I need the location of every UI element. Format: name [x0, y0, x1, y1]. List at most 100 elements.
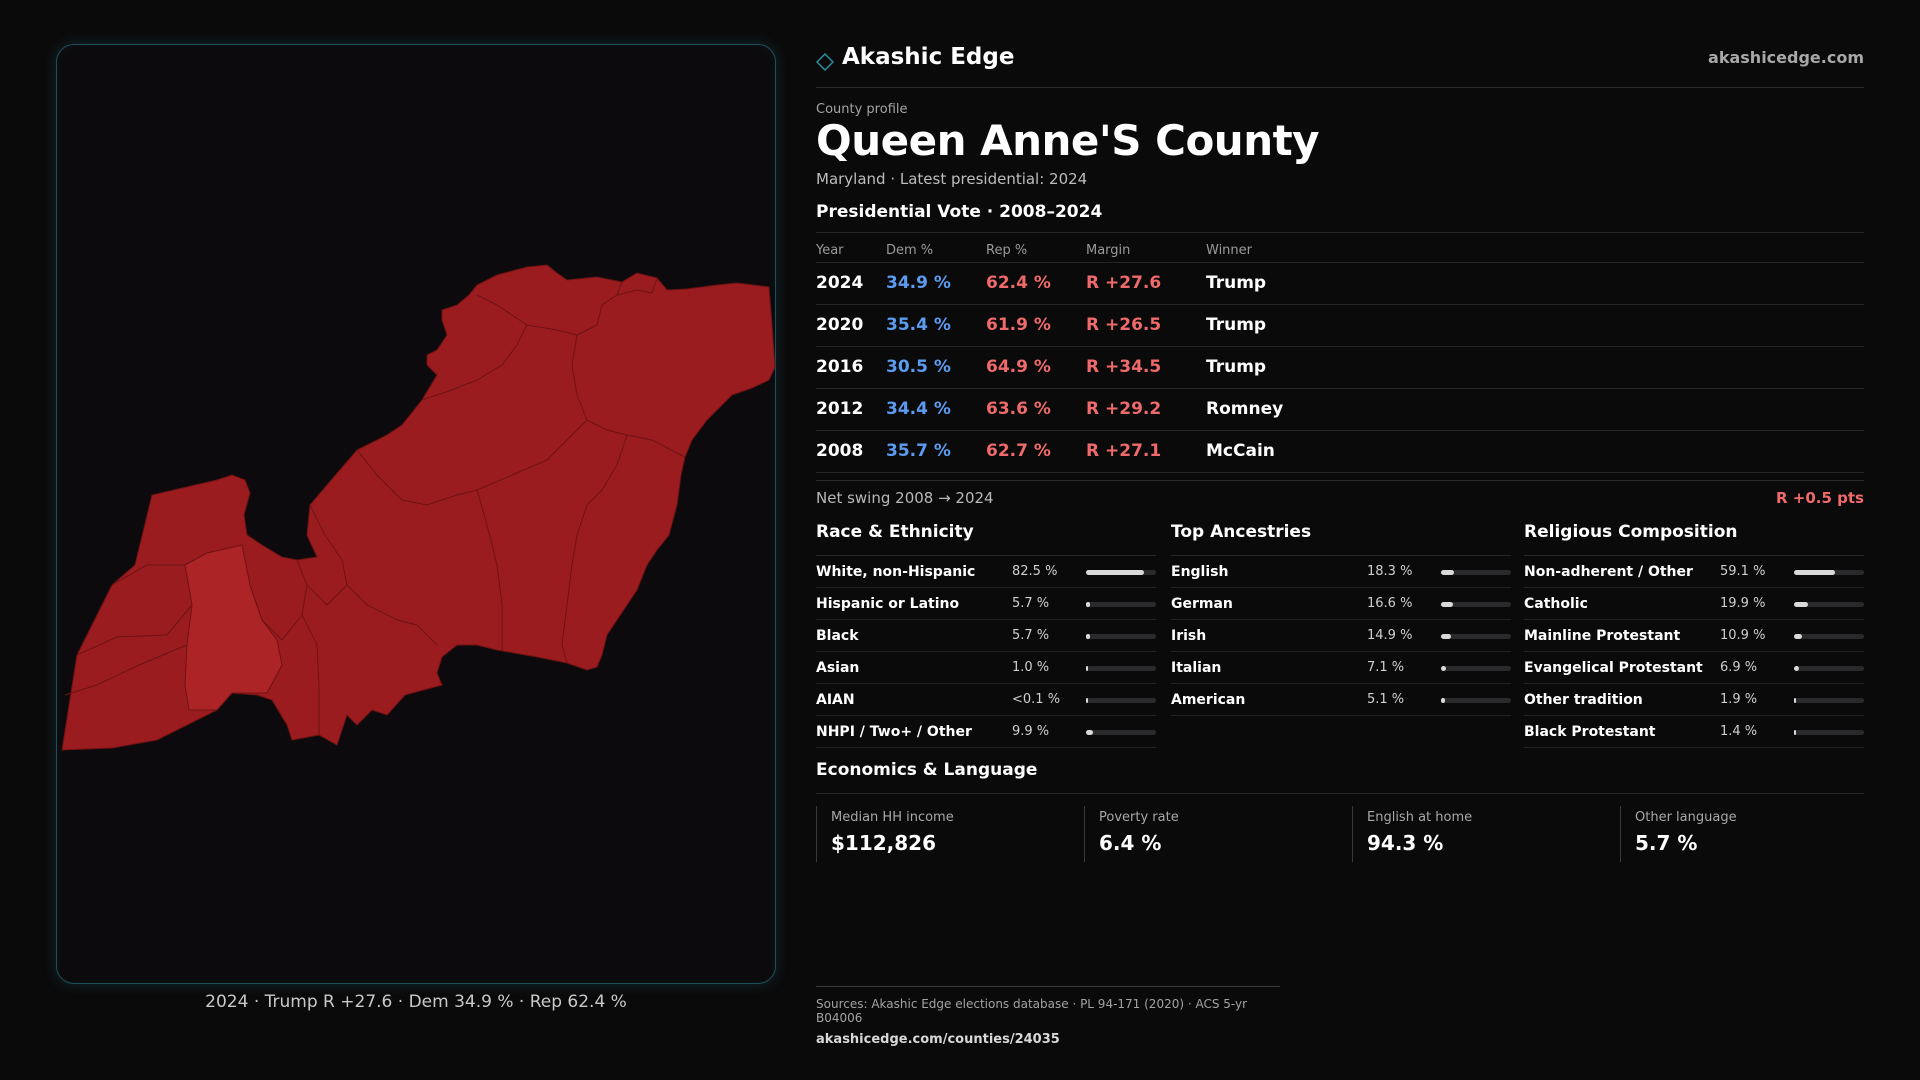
item-value: 10.9 % — [1720, 628, 1766, 643]
share-bar-fill — [1794, 666, 1799, 671]
share-bar-fill — [1086, 666, 1088, 671]
stat-label: Median HH income — [831, 810, 954, 825]
list-item: English 18.3 % — [1171, 556, 1511, 588]
margin: R +27.1 — [1086, 441, 1162, 461]
brand-name[interactable]: Akashic Edge — [842, 44, 1015, 70]
share-bar-fill — [1086, 698, 1088, 703]
item-label: Asian — [816, 660, 860, 676]
share-bar — [1441, 698, 1511, 703]
list-item: White, non-Hispanic 82.5 % — [816, 556, 1156, 588]
table-row: 2024 34.9 % 62.4 % R +27.6 Trump — [816, 262, 1864, 304]
share-bar — [1794, 698, 1864, 703]
item-label: Black Protestant — [1524, 724, 1656, 740]
sources: Sources: Akashic Edge elections database… — [816, 986, 1280, 1047]
share-bar — [1441, 570, 1511, 575]
source-link[interactable]: akashicedge.com/counties/24035 — [816, 1032, 1060, 1047]
list-item: Catholic 19.9 % — [1524, 588, 1864, 620]
item-value: <0.1 % — [1012, 692, 1061, 707]
net-swing: Net swing 2008 → 2024 R +0.5 pts — [816, 480, 1864, 510]
list-item: Hispanic or Latino 5.7 % — [816, 588, 1156, 620]
list-item: Other tradition 1.9 % — [1524, 684, 1864, 716]
kicker: County profile — [816, 102, 908, 117]
table-row: 2020 35.4 % 61.9 % R +26.5 Trump — [816, 304, 1864, 346]
item-label: Non-adherent / Other — [1524, 564, 1693, 580]
swing-value: R +0.5 pts — [1776, 489, 1864, 507]
county-map[interactable] — [57, 45, 777, 985]
list-item: Italian 7.1 % — [1171, 652, 1511, 684]
table-row: 2008 35.7 % 62.7 % R +27.1 McCain — [816, 430, 1864, 472]
item-value: 1.0 % — [1012, 660, 1050, 675]
list-item: Non-adherent / Other 59.1 % — [1524, 556, 1864, 588]
dem-pct: 34.4 % — [886, 399, 951, 419]
profile-panel: Akashic Edge akashicedge.com County prof… — [816, 40, 1864, 1047]
list-item: NHPI / Two+ / Other 9.9 % — [816, 716, 1156, 748]
share-bar-fill — [1441, 602, 1453, 607]
county-outline[interactable] — [61, 264, 776, 751]
stat-value: 94.3 % — [1367, 831, 1444, 855]
map-caption: 2024 · Trump R +27.6 · Dem 34.9 % · Rep … — [205, 992, 627, 1012]
page-subtitle: Maryland · Latest presidential: 2024 — [816, 170, 1088, 188]
item-label: Mainline Protestant — [1524, 628, 1681, 644]
table-row: 2012 34.4 % 63.6 % R +29.2 Romney — [816, 388, 1864, 430]
item-value: 5.7 % — [1012, 596, 1050, 611]
item-label: Black — [816, 628, 859, 644]
list-item: Irish 14.9 % — [1171, 620, 1511, 652]
margin: R +27.6 — [1086, 273, 1162, 293]
table-end-rule — [816, 472, 1864, 473]
site-link[interactable]: akashicedge.com — [1708, 48, 1864, 67]
share-bar-fill — [1086, 570, 1144, 575]
year: 2016 — [816, 357, 864, 377]
item-label: Italian — [1171, 660, 1222, 676]
winner: Romney — [1206, 399, 1284, 419]
item-label: NHPI / Two+ / Other — [816, 724, 972, 740]
share-bar-fill — [1794, 570, 1835, 575]
year: 2008 — [816, 441, 864, 461]
item-label: AIAN — [816, 692, 855, 708]
ancestry-heading: Top Ancestries — [1171, 520, 1511, 556]
share-bar-fill — [1794, 730, 1796, 735]
col-rep: Rep % — [986, 243, 1028, 258]
share-bar-fill — [1441, 666, 1446, 671]
rep-pct: 64.9 % — [986, 357, 1051, 377]
list-item: Black Protestant 1.4 % — [1524, 716, 1864, 748]
list-item: Asian 1.0 % — [816, 652, 1156, 684]
item-label: English — [1171, 564, 1229, 580]
table-row: 2016 30.5 % 64.9 % R +34.5 Trump — [816, 346, 1864, 388]
share-bar — [1794, 730, 1864, 735]
list-item: Evangelical Protestant 6.9 % — [1524, 652, 1864, 684]
item-label: Evangelical Protestant — [1524, 660, 1703, 676]
year: 2012 — [816, 399, 864, 419]
share-bar — [1441, 602, 1511, 607]
rep-pct: 62.7 % — [986, 441, 1051, 461]
winner: Trump — [1206, 357, 1267, 377]
item-label: White, non-Hispanic — [816, 564, 976, 580]
share-bar — [1086, 570, 1156, 575]
item-label: American — [1171, 692, 1246, 708]
year: 2024 — [816, 273, 864, 293]
stat-value: $112,826 — [831, 831, 937, 855]
dem-pct: 34.9 % — [886, 273, 951, 293]
vote-heading: Presidential Vote · 2008–2024 — [816, 202, 1103, 222]
item-value: 1.9 % — [1720, 692, 1758, 707]
item-label: Irish — [1171, 628, 1207, 644]
col-winner: Winner — [1206, 243, 1253, 258]
item-value: 14.9 % — [1367, 628, 1413, 643]
share-bar-fill — [1794, 602, 1808, 607]
share-bar-fill — [1794, 634, 1802, 639]
highlighted-district[interactable] — [184, 544, 283, 711]
share-bar — [1794, 570, 1864, 575]
col-dem: Dem % — [886, 243, 934, 258]
stat-label: Other language — [1635, 810, 1737, 825]
race-heading: Race & Ethnicity — [816, 520, 1156, 556]
share-bar — [1794, 666, 1864, 671]
col-margin: Margin — [1086, 243, 1131, 258]
share-bar — [1086, 602, 1156, 607]
list-item: German 16.6 % — [1171, 588, 1511, 620]
winner: Trump — [1206, 273, 1267, 293]
winner: McCain — [1206, 441, 1275, 461]
religion-heading: Religious Composition — [1524, 520, 1864, 556]
share-bar-fill — [1441, 634, 1451, 639]
share-bar — [1086, 634, 1156, 639]
dem-pct: 35.4 % — [886, 315, 951, 335]
table-header: Year Dem % Rep % Margin Winner — [816, 232, 1864, 262]
